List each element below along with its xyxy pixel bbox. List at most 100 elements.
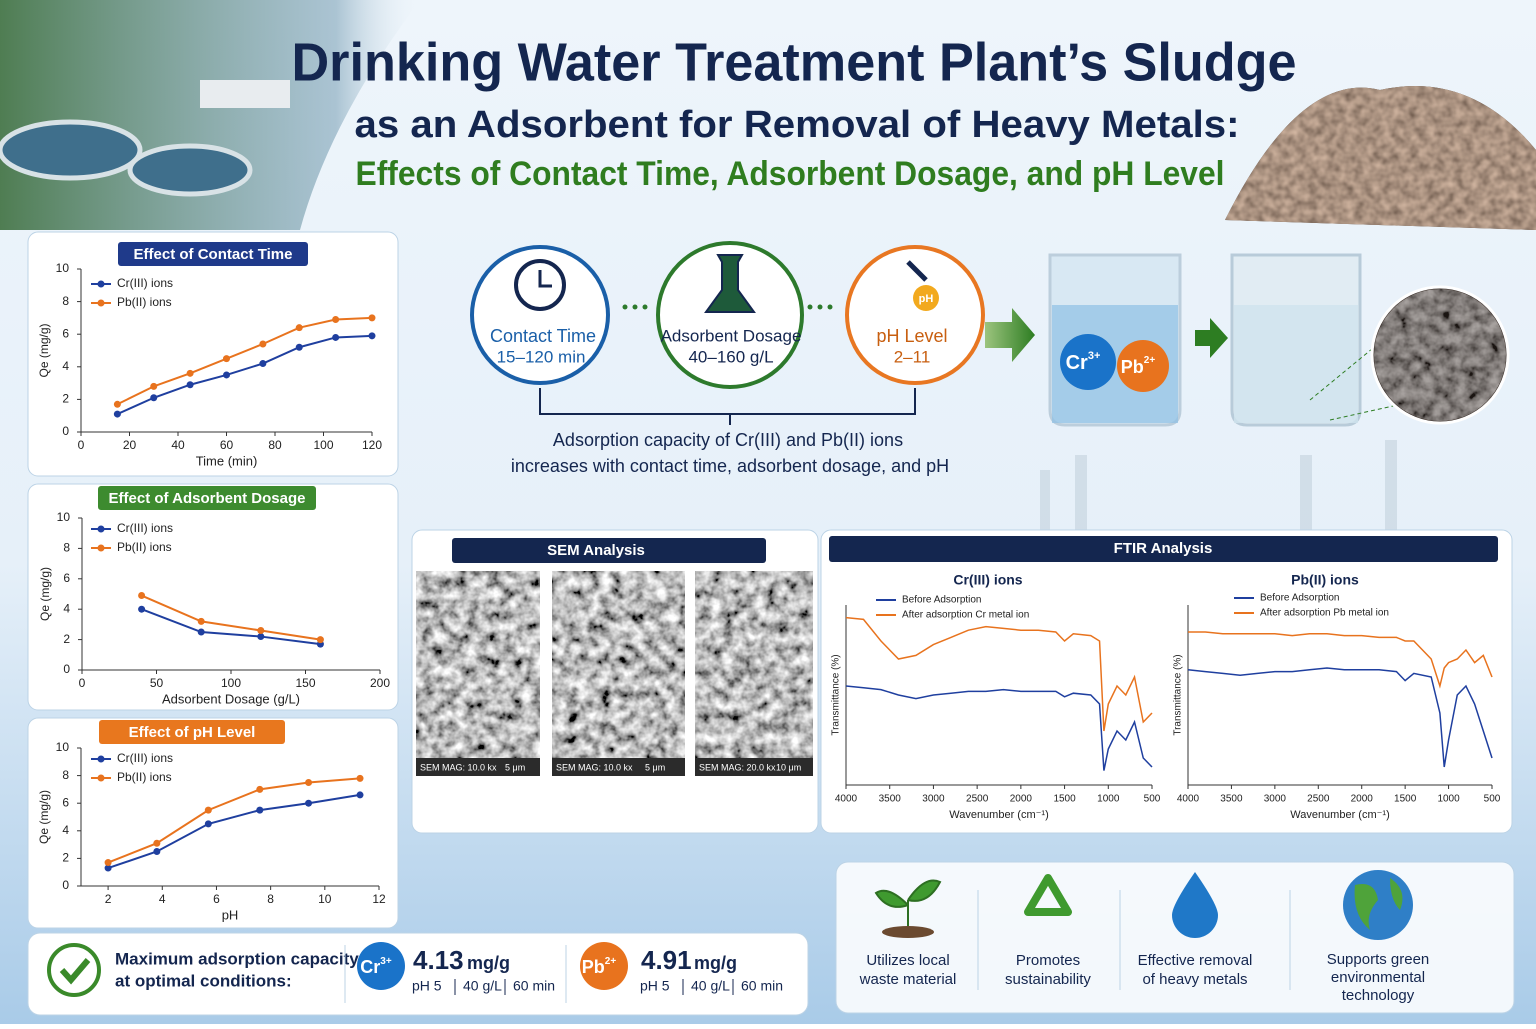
x-tick-label: 2000 bbox=[1010, 794, 1033, 805]
legend-label: Before Adsorption bbox=[902, 595, 982, 606]
data-point bbox=[150, 382, 158, 390]
legend-label: Pb(II) ions bbox=[117, 540, 172, 554]
series-line bbox=[107, 793, 361, 870]
chart-title: Effect of Contact Time bbox=[134, 246, 293, 263]
legend-label: Cr(III) ions bbox=[117, 521, 173, 535]
chimney bbox=[1385, 440, 1397, 530]
x-tick-label: 4000 bbox=[835, 794, 858, 805]
data-point bbox=[223, 355, 230, 363]
chimney bbox=[1040, 470, 1050, 530]
y-tick-label: 4 bbox=[62, 823, 69, 837]
ftir-panel bbox=[820, 529, 1513, 834]
x-tick-label: 100 bbox=[313, 438, 333, 452]
legend-marker bbox=[97, 544, 105, 552]
legend-label: After adsorption Pb metal ion bbox=[1260, 608, 1389, 619]
data-point bbox=[257, 626, 265, 634]
recycle-icon bbox=[1024, 874, 1072, 916]
chart-title: Effect of Adsorbent Dosage bbox=[109, 490, 306, 507]
condition: 60 min bbox=[513, 978, 555, 994]
x-tick-label: 200 bbox=[370, 676, 390, 690]
data-point bbox=[113, 400, 121, 408]
clarifier-tank bbox=[0, 119, 143, 181]
x-tick-label: 2500 bbox=[966, 794, 989, 805]
y-axis-label: Qe (mg/g) bbox=[37, 790, 51, 844]
data-point bbox=[305, 779, 313, 786]
legend-label: Before Adsorption bbox=[1260, 593, 1340, 604]
x-tick-label: 2000 bbox=[1351, 794, 1374, 805]
ph-drop bbox=[913, 285, 939, 311]
sem-heading-bg bbox=[452, 538, 766, 563]
data-point bbox=[368, 332, 376, 340]
y-tick-label: 4 bbox=[63, 601, 70, 615]
y-axis-label: Transmittance (%) bbox=[831, 654, 842, 735]
x-tick-label: 60 bbox=[220, 438, 234, 452]
y-tick-label: 10 bbox=[57, 510, 71, 524]
x-tick-label: 0 bbox=[79, 676, 86, 690]
series-line bbox=[845, 685, 1153, 771]
y-axis-label: Qe (mg/g) bbox=[37, 323, 51, 377]
result-unit: mg/g bbox=[467, 953, 510, 973]
dot bbox=[817, 304, 823, 310]
result-value: 4.13 bbox=[413, 945, 464, 975]
sem-mag: SEM MAG: 10.0 kx bbox=[556, 762, 633, 772]
series-line bbox=[845, 616, 1153, 732]
benefit-text: environmental bbox=[1331, 969, 1425, 986]
ph-icon-label: pH bbox=[919, 293, 934, 305]
data-point bbox=[150, 394, 158, 402]
x-tick-label: 3000 bbox=[1264, 794, 1287, 805]
condition: 60 min bbox=[741, 978, 783, 994]
data-point bbox=[113, 410, 121, 418]
sem-mag: SEM MAG: 10.0 kx bbox=[420, 762, 497, 772]
y-tick-label: 0 bbox=[62, 424, 69, 438]
x-tick-label: 2500 bbox=[1307, 794, 1330, 805]
factor-circle bbox=[470, 245, 610, 385]
chart-title-bg bbox=[98, 486, 316, 510]
x-tick-label: 1500 bbox=[1394, 794, 1417, 805]
soil-icon bbox=[882, 926, 934, 938]
sem-scale: 5 μm bbox=[645, 762, 665, 772]
y-tick-label: 6 bbox=[62, 795, 69, 809]
benefit-text: waste material bbox=[859, 971, 957, 988]
dot bbox=[807, 304, 813, 310]
benefit-text: Supports green bbox=[1327, 951, 1430, 968]
series-line bbox=[116, 334, 373, 415]
ion-label: Pb2+ bbox=[1121, 355, 1156, 377]
data-point bbox=[104, 859, 112, 867]
factor-range: 15–120 min bbox=[497, 347, 586, 366]
x-tick-label: 0 bbox=[78, 438, 85, 452]
x-tick-label: 4 bbox=[159, 892, 166, 906]
legend-label: Pb(II) ions bbox=[117, 295, 172, 309]
ion-symbol: Pb bbox=[1121, 357, 1144, 377]
benefit-text: Promotes bbox=[1016, 952, 1080, 969]
clock-icon bbox=[514, 259, 566, 311]
sem-texture bbox=[695, 571, 813, 776]
data-point bbox=[257, 633, 265, 641]
condition: pH 5 bbox=[640, 978, 670, 994]
drop-icon bbox=[1172, 872, 1218, 938]
legend-label: Cr(III) ions bbox=[117, 276, 173, 290]
legend-label: Pb(II) ions bbox=[117, 770, 172, 784]
x-tick-label: 8 bbox=[267, 892, 274, 906]
data-point bbox=[197, 617, 205, 625]
y-tick-label: 4 bbox=[62, 359, 69, 373]
data-point bbox=[197, 628, 205, 636]
dot bbox=[632, 304, 638, 310]
ion-charge: 3+ bbox=[380, 956, 392, 967]
legend-label: Cr(III) ions bbox=[117, 751, 173, 765]
data-point bbox=[259, 360, 267, 368]
data-point bbox=[295, 343, 303, 351]
dot bbox=[622, 304, 628, 310]
data-point bbox=[104, 864, 112, 872]
result-unit: mg/g bbox=[694, 953, 737, 973]
legend-marker bbox=[97, 774, 105, 782]
series-line bbox=[141, 594, 321, 641]
x-axis-label: Wavenumber (cm⁻¹) bbox=[1290, 809, 1390, 821]
ion-label: Cr3+ bbox=[1066, 350, 1101, 374]
x-tick-label: 500 bbox=[1144, 794, 1161, 805]
factor-label: Contact Time bbox=[490, 326, 596, 346]
benefit-text: sustainability bbox=[1005, 971, 1091, 988]
ion-charge: 3+ bbox=[1088, 350, 1101, 362]
